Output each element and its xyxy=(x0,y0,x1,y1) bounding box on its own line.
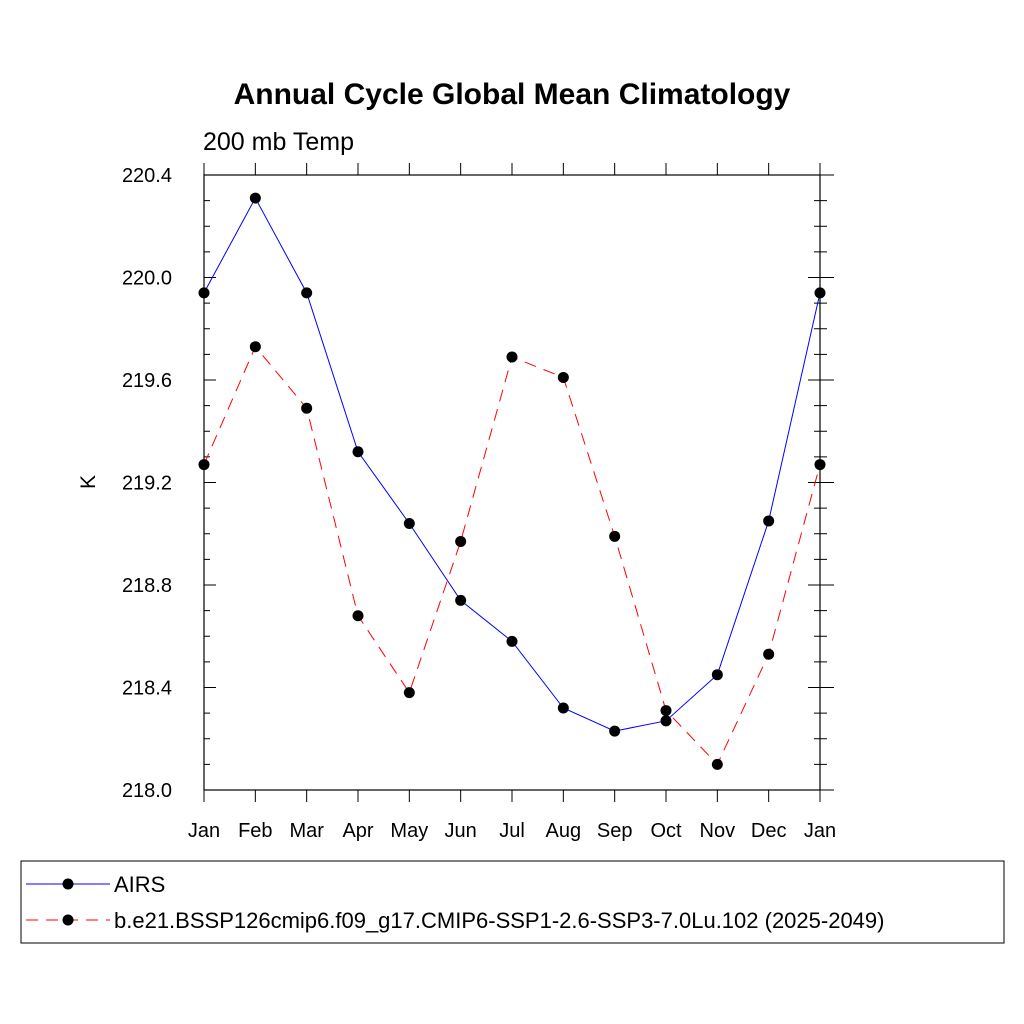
series-2-point xyxy=(455,535,467,547)
y-tick-label: 218.0 xyxy=(122,780,172,802)
series-2-point xyxy=(609,530,621,542)
series-1-point xyxy=(609,725,621,737)
series-1-point xyxy=(814,287,826,299)
x-tick-label: Dec xyxy=(751,820,787,842)
series-2-point xyxy=(506,351,518,363)
x-tick-label: Nov xyxy=(700,820,736,842)
chart-title: Annual Cycle Global Mean Climatology xyxy=(234,78,791,111)
y-tick-label: 220.0 xyxy=(122,268,172,290)
series-2-point xyxy=(301,402,313,414)
y-tick-label: 219.2 xyxy=(122,473,172,495)
series-1-point xyxy=(557,702,569,714)
series-2-point xyxy=(198,459,210,471)
x-tick-label: May xyxy=(390,820,428,842)
series-1-point xyxy=(301,287,313,299)
series-2-point xyxy=(660,705,672,717)
series-2-point xyxy=(403,687,415,699)
chart-subtitle: 200 mb Temp xyxy=(203,128,354,156)
series-1-point xyxy=(455,594,467,606)
series-1-point xyxy=(660,715,672,727)
series-1-point xyxy=(763,515,775,527)
y-tick-label: 218.8 xyxy=(122,575,172,597)
legend-marker-1 xyxy=(62,878,74,890)
y-tick-label: 218.4 xyxy=(122,678,172,700)
x-tick-label: Oct xyxy=(650,820,682,842)
series-2-point xyxy=(557,371,569,383)
series-2-point xyxy=(352,610,364,622)
x-tick-label: Jul xyxy=(499,820,525,842)
legend: AIRS b.e21.BSSP126cmip6.f09_g17.CMIP6-SSP… xyxy=(20,860,1005,944)
legend-label-2: b.e21.BSSP126cmip6.f09_g17.CMIP6-SSP1-2.… xyxy=(114,908,884,933)
y-tick-label: 220.4 xyxy=(122,165,172,187)
series-1-point xyxy=(506,635,518,647)
series-1-point xyxy=(198,287,210,299)
x-tick-label: Jan xyxy=(804,820,836,842)
series-1-point xyxy=(711,669,723,681)
series-2-point xyxy=(711,758,723,770)
legend-marker-2 xyxy=(62,914,74,926)
x-tick-label: Jan xyxy=(188,820,220,842)
series-1-point xyxy=(352,446,364,458)
series-layer xyxy=(198,192,826,770)
series-2-point xyxy=(763,648,775,660)
plot-frame xyxy=(203,174,821,791)
x-tick-label: Feb xyxy=(238,820,272,842)
x-tick-label: Sep xyxy=(597,820,633,842)
x-tick-label: Aug xyxy=(546,820,582,842)
axis-ticks: Jan Feb Mar Apr May Jun Jul Aug Sep Oct Nov Dec Jan 2… xyxy=(122,163,836,842)
legend-label-1: AIRS xyxy=(114,872,165,897)
series-line-2 xyxy=(203,345,821,766)
legend-box xyxy=(20,860,1005,944)
x-tick-label: Apr xyxy=(342,820,373,842)
series-2-point xyxy=(814,459,826,471)
y-tick-label: 219.6 xyxy=(122,370,172,392)
series-line-1 xyxy=(203,197,821,732)
series-2-point xyxy=(249,341,261,353)
x-tick-label: Jun xyxy=(445,820,477,842)
x-tick-label: Mar xyxy=(289,820,324,842)
series-1-point xyxy=(403,518,415,529)
y-axis-label: K xyxy=(77,475,100,489)
series-1-point xyxy=(249,192,261,204)
